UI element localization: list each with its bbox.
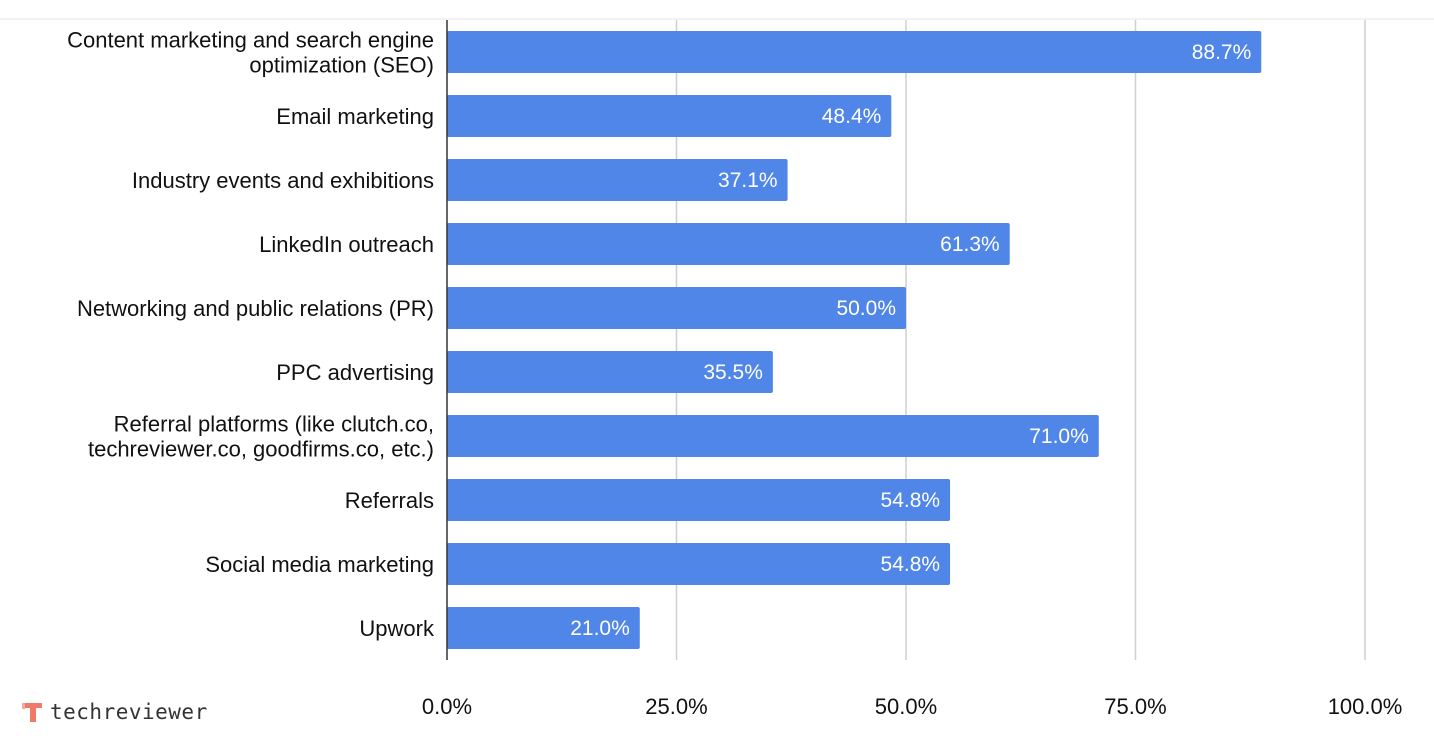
category-label: Content marketing and search engine	[67, 28, 434, 53]
bar-data-label: 88.7%	[1192, 41, 1252, 64]
category-label: Email marketing	[276, 104, 434, 129]
bar-data-label: 54.8%	[881, 489, 941, 512]
bar	[447, 223, 1010, 265]
bar-data-label: 48.4%	[822, 105, 882, 128]
bar	[447, 159, 788, 201]
bar-data-label: 71.0%	[1029, 425, 1089, 448]
category-label: Industry events and exhibitions	[132, 168, 434, 193]
techreviewer-logo-icon	[22, 703, 42, 722]
bar-data-label: 21.0%	[570, 617, 630, 640]
category-label: optimization (SEO)	[249, 53, 434, 78]
x-tick-label: 50.0%	[875, 694, 937, 719]
bar	[447, 415, 1099, 457]
category-label: Referral platforms (like clutch.co,	[114, 412, 434, 437]
bar	[447, 351, 773, 393]
category-label: Referrals	[345, 488, 434, 513]
brand-logo: techreviewer	[22, 700, 208, 724]
bar	[447, 543, 951, 585]
category-label: Social media marketing	[205, 552, 434, 577]
category-label: PPC advertising	[276, 360, 434, 385]
bar-data-label: 37.1%	[718, 169, 778, 192]
x-tick-label: 75.0%	[1104, 694, 1166, 719]
x-tick-label: 0.0%	[422, 694, 472, 719]
brand-name: techreviewer	[50, 700, 208, 724]
bar	[447, 287, 906, 329]
x-tick-label: 100.0%	[1328, 694, 1403, 719]
bar-data-label: 35.5%	[703, 361, 763, 384]
category-label: Upwork	[359, 616, 435, 641]
bar-data-label: 54.8%	[881, 553, 941, 576]
bar	[447, 95, 892, 137]
category-label: Networking and public relations (PR)	[77, 296, 434, 321]
bar	[447, 31, 1262, 73]
bar-data-label: 61.3%	[940, 233, 1000, 256]
bar	[447, 607, 640, 649]
category-label: techreviewer.co, goodfirms.co, etc.)	[88, 437, 434, 462]
category-label: LinkedIn outreach	[259, 232, 434, 257]
x-tick-label: 25.0%	[645, 694, 707, 719]
bar-data-label: 50.0%	[836, 297, 896, 320]
bar	[447, 479, 951, 521]
